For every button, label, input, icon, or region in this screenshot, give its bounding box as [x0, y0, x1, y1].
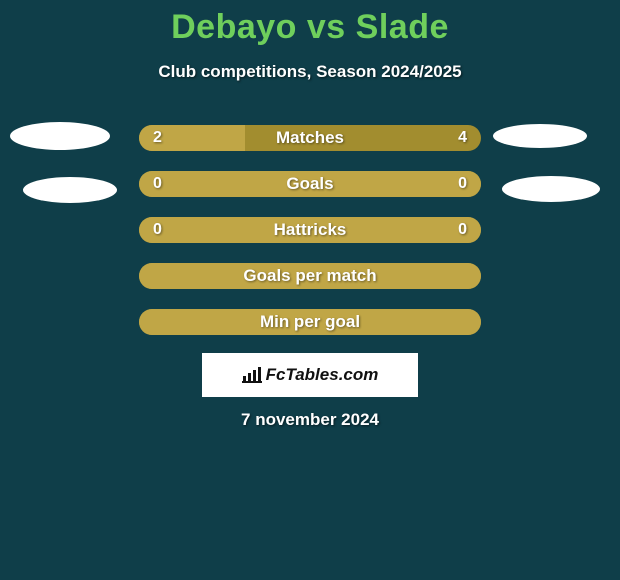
- avatar-left-1: [10, 122, 110, 150]
- stat-bar-fill: [139, 171, 481, 197]
- avatar-right-2: [502, 176, 600, 202]
- stat-bar: Matches24: [139, 125, 481, 151]
- stat-bar: Hattricks00: [139, 217, 481, 243]
- stat-bar-fill: [139, 263, 481, 289]
- date-caption: 7 november 2024: [0, 410, 620, 430]
- brand-badge: FcTables.com: [202, 353, 418, 397]
- stat-bar-fill: [139, 125, 245, 151]
- brand-text: FcTables.com: [242, 365, 379, 385]
- page-subtitle: Club competitions, Season 2024/2025: [0, 62, 620, 82]
- stat-bar: Min per goal: [139, 309, 481, 335]
- brand-label: FcTables.com: [266, 365, 379, 385]
- stat-bar: Goals00: [139, 171, 481, 197]
- stat-bar-fill: [139, 217, 481, 243]
- avatar-left-2: [23, 177, 117, 203]
- comparison-infographic: Debayo vs Slade Club competitions, Seaso…: [0, 0, 620, 580]
- avatar-right-1: [493, 124, 587, 148]
- page-title: Debayo vs Slade: [0, 8, 620, 47]
- stat-bar: Goals per match: [139, 263, 481, 289]
- stat-bar-fill: [139, 309, 481, 335]
- bar-chart-icon: [242, 367, 262, 383]
- stat-bar-right-value: 4: [458, 125, 467, 151]
